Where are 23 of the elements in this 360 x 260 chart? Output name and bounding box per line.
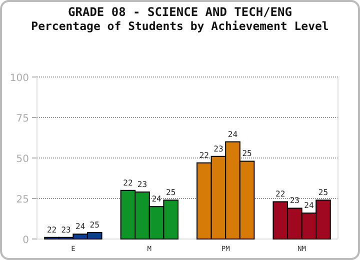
text: 25 [242, 149, 252, 158]
y-tick-label: 25 [16, 194, 29, 206]
text: 25 [318, 188, 328, 198]
y-tick-label: 100 [10, 73, 29, 84]
text: 22 [276, 190, 286, 199]
y-tick-label: 75 [16, 114, 29, 124]
text: 22 [199, 150, 209, 160]
series-label: 23 [61, 225, 72, 234]
chart-title: GRADE 08 - SCIENCE AND TECH/ENG [68, 5, 292, 19]
text: 24 [152, 194, 162, 204]
text: 23 [137, 180, 148, 190]
text: 23 [214, 144, 224, 154]
chart-subtitle: Percentage of Students by Achievement Level [31, 19, 329, 33]
y-tick-label: 50 [16, 154, 29, 165]
text: 24 [228, 130, 238, 139]
series-label: 25 [90, 220, 100, 230]
series-label: 22 [46, 225, 57, 234]
text: 22 [123, 178, 133, 188]
text: 25 [166, 188, 176, 198]
y-tick-label: 0 [22, 235, 29, 246]
text: 23 [290, 196, 300, 206]
text: 24 [304, 201, 314, 210]
series-label: 24 [76, 222, 86, 232]
